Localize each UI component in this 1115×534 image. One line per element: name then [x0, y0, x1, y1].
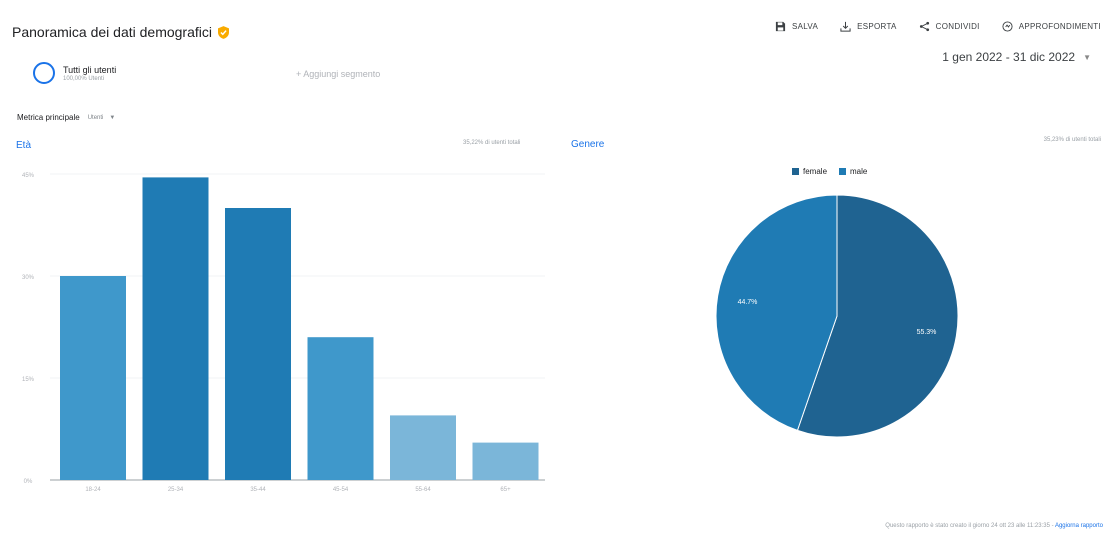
- date-range-label: 1 gen 2022 - 31 dic 2022: [942, 50, 1076, 64]
- insights-button[interactable]: APPROFONDIMENTI: [1002, 21, 1101, 32]
- x-tick-label: 55-64: [415, 487, 431, 493]
- footer-text: Questo rapporto è stato creato il giorno…: [885, 523, 1055, 529]
- chevron-down-icon: ▼: [109, 114, 116, 121]
- age-card-title[interactable]: Età: [16, 140, 32, 151]
- page-title-wrap: Panoramica dei dati demografici: [12, 24, 229, 40]
- legend-swatch-male: [839, 168, 847, 175]
- share-label: CONDIVIDI: [935, 22, 980, 31]
- metric-value: Utenti: [87, 114, 104, 121]
- metric-label: Metrica principale: [17, 113, 80, 122]
- age-card-meta: 35,22% di utenti totali: [463, 140, 521, 146]
- legend-item-male: male: [839, 167, 867, 176]
- verified-shield-icon: [218, 25, 229, 39]
- refresh-report-link[interactable]: Aggiorna rapporto: [1054, 523, 1103, 529]
- age-bar[interactable]: [142, 177, 209, 480]
- report-footer: Questo rapporto è stato creato il giorno…: [885, 523, 1103, 529]
- segment-chip[interactable]: Tutti gli utenti 100,00% Utenti: [33, 62, 116, 84]
- y-tick-label: 45%: [22, 173, 35, 179]
- age-bar[interactable]: [390, 415, 456, 480]
- gender-card-title[interactable]: Genere: [571, 139, 605, 150]
- insights-icon: [1002, 21, 1013, 32]
- segment-name: Tutti gli utenti: [63, 64, 117, 75]
- save-button[interactable]: SALVA: [775, 21, 818, 32]
- x-tick-label: 45-54: [333, 487, 349, 493]
- x-tick-label: 18-24: [85, 487, 101, 493]
- gender-pie-chart: 55.3% 44.7%: [715, 194, 959, 438]
- segment-ring-icon: [33, 62, 55, 84]
- metric-selector: Metrica principale Utenti ▼: [17, 113, 115, 122]
- share-button[interactable]: CONDIVIDI: [919, 21, 980, 32]
- gender-legend: female male: [792, 167, 867, 176]
- pie-data-label: 55.3%: [917, 329, 937, 336]
- export-icon: [840, 21, 851, 32]
- x-tick-label: 65+: [500, 487, 511, 493]
- metric-dropdown[interactable]: Utenti ▼: [88, 115, 116, 121]
- age-bar[interactable]: [472, 442, 539, 480]
- legend-item-female: female: [792, 167, 827, 176]
- segment-subtitle: 100,00% Utenti: [63, 75, 105, 82]
- y-tick-label: 15%: [22, 377, 35, 383]
- save-label: SALVA: [791, 22, 819, 31]
- export-label: ESPORTA: [857, 22, 897, 31]
- report-toolbar: SALVA ESPORTA CONDIVIDI APPROFONDIMENTI: [775, 21, 1101, 32]
- x-tick-label: 35-44: [250, 487, 266, 493]
- pie-data-label: 44.7%: [738, 299, 758, 306]
- page-title: Panoramica dei dati demografici: [12, 24, 212, 40]
- age-bar[interactable]: [60, 276, 126, 480]
- age-bar[interactable]: [225, 208, 291, 480]
- legend-label-female: female: [803, 167, 828, 176]
- share-icon: [919, 21, 929, 32]
- legend-swatch-female: [792, 168, 799, 175]
- x-tick-label: 25-34: [168, 487, 184, 493]
- age-bar[interactable]: [307, 337, 374, 480]
- y-tick-label: 0%: [24, 479, 33, 485]
- legend-label-male: male: [850, 167, 868, 176]
- chevron-down-icon: ▼: [1083, 52, 1091, 62]
- age-bar-chart: 45% 30% 15% 0% 18-24 25-34 35-44 45-54 55-64 65+: [22, 173, 545, 493]
- date-range-picker[interactable]: 1 gen 2022 - 31 dic 2022 ▼: [942, 50, 1091, 64]
- y-tick-label: 30%: [22, 275, 35, 281]
- save-icon: [775, 21, 786, 32]
- insights-label: APPROFONDIMENTI: [1018, 22, 1101, 31]
- gender-card-meta: 35,23% di utenti totali: [1043, 137, 1101, 143]
- export-button[interactable]: ESPORTA: [840, 21, 897, 32]
- pie-slice-female[interactable]: [796, 194, 959, 438]
- add-segment-button[interactable]: + Aggiungi segmento: [296, 69, 381, 79]
- pie-slice-male[interactable]: [715, 194, 838, 431]
